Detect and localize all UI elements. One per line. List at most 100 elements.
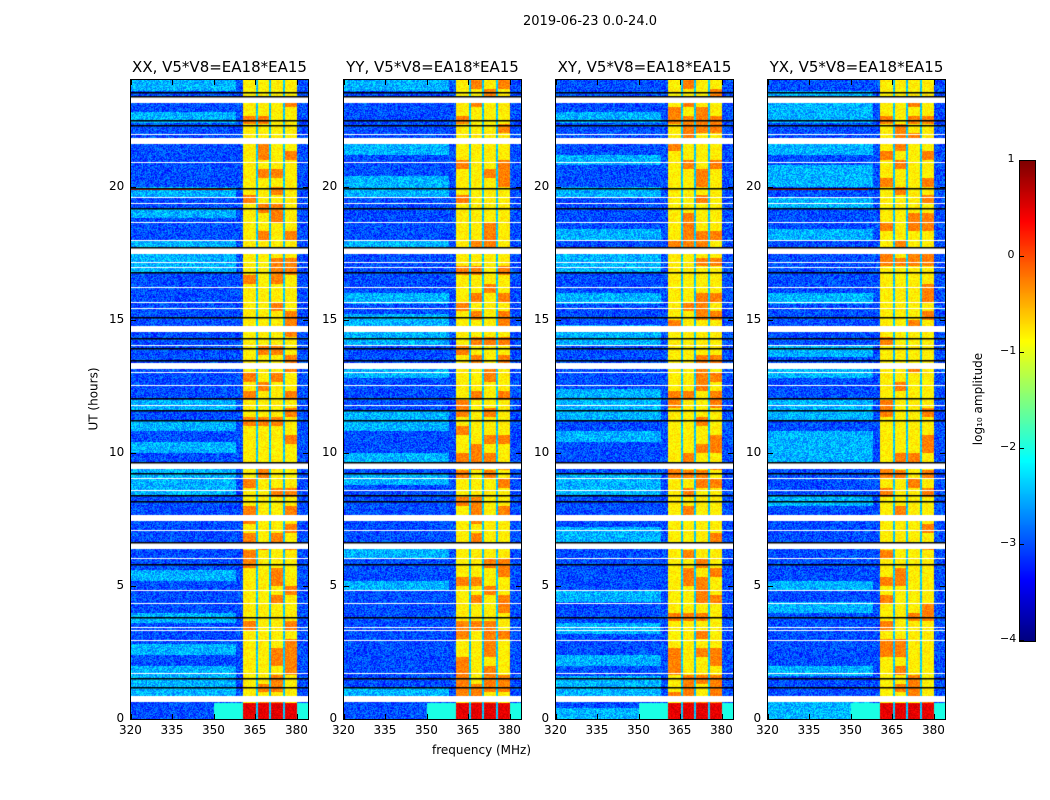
y-tick-label: 0 <box>329 711 338 725</box>
x-tick <box>933 80 935 85</box>
x-tick <box>892 714 894 719</box>
x-tick-label: 320 <box>119 723 142 737</box>
x-tick-label: 365 <box>456 723 480 737</box>
colorbar-tick-label: −3 <box>1000 536 1017 549</box>
colorbar-tick <box>1020 160 1024 161</box>
y-tick <box>344 585 349 587</box>
y-tick <box>728 186 733 188</box>
y-tick <box>131 452 136 454</box>
x-tick <box>255 80 257 85</box>
panel-title: YX, V5*V8=EA18*EA15 <box>769 58 944 76</box>
y-tick <box>556 452 561 454</box>
heatmap-panel <box>767 79 946 720</box>
x-tick <box>850 80 852 85</box>
y-tick <box>344 719 349 720</box>
x-tick <box>385 80 387 85</box>
x-tick <box>556 714 557 719</box>
x-tick-label: 335 <box>373 723 397 737</box>
y-tick-label: 15 <box>534 311 550 326</box>
colorbar-tick <box>1020 352 1024 353</box>
x-tick <box>296 714 298 719</box>
y-tick <box>303 319 308 321</box>
x-tick <box>809 80 811 85</box>
y-tick-label: 15 <box>322 311 338 326</box>
x-tick-label: 350 <box>201 723 225 737</box>
x-tick <box>468 714 470 719</box>
y-tick <box>516 719 521 720</box>
y-tick <box>728 319 733 321</box>
colorbar-label: log₁₀ amplitude <box>971 352 986 446</box>
x-tick <box>892 80 894 85</box>
y-tick <box>940 719 945 720</box>
heatmap-panel <box>555 79 734 720</box>
x-tick <box>131 80 132 85</box>
x-tick <box>344 714 345 719</box>
panel-title: XX, V5*V8=EA18*EA15 <box>132 58 307 76</box>
colorbar-tick-label: 1 <box>1007 152 1015 165</box>
x-tick-label: 380 <box>709 723 733 737</box>
x-tick <box>213 714 215 719</box>
y-tick <box>131 186 136 188</box>
colorbar-tick <box>1020 640 1024 641</box>
y-axis-label: UT (hours) <box>86 367 101 431</box>
colorbar-tick <box>1020 256 1024 257</box>
spectrogram-image <box>131 80 308 719</box>
x-tick <box>172 80 174 85</box>
y-tick <box>556 585 561 587</box>
heatmap-panel <box>343 79 522 720</box>
x-tick <box>850 714 852 719</box>
colorbar-tick <box>1020 544 1024 545</box>
x-tick-label: 320 <box>544 723 567 737</box>
y-tick-label: 20 <box>322 178 338 193</box>
x-tick <box>172 714 174 719</box>
colorbar-tick-label: −4 <box>1000 632 1017 645</box>
y-tick-label: 5 <box>329 577 338 592</box>
x-tick <box>556 80 557 85</box>
y-tick <box>303 719 308 720</box>
y-tick-label: 0 <box>116 711 125 725</box>
x-tick <box>809 714 811 719</box>
y-tick <box>556 186 561 188</box>
y-tick <box>768 319 773 321</box>
x-tick <box>296 80 298 85</box>
x-tick-label: 365 <box>668 723 692 737</box>
x-tick <box>768 714 769 719</box>
x-tick-label: 350 <box>626 723 650 737</box>
x-tick <box>213 80 215 85</box>
y-tick <box>344 186 349 188</box>
y-tick-label: 0 <box>541 711 550 725</box>
y-tick <box>131 719 136 720</box>
y-tick <box>768 719 773 720</box>
y-tick-label: 10 <box>534 444 550 459</box>
x-tick-label: 350 <box>838 723 862 737</box>
y-tick <box>516 186 521 188</box>
y-tick <box>556 719 561 720</box>
x-tick-label: 320 <box>332 723 355 737</box>
y-tick <box>131 585 136 587</box>
spectrogram-image <box>344 80 521 719</box>
x-tick <box>768 80 769 85</box>
y-tick <box>940 186 945 188</box>
x-tick-label: 335 <box>160 723 184 737</box>
x-tick-label: 365 <box>880 723 904 737</box>
y-tick <box>303 186 308 188</box>
y-tick-label: 10 <box>109 444 125 459</box>
y-tick-label: 10 <box>322 444 338 459</box>
panel-title: YY, V5*V8=EA18*EA15 <box>346 58 519 76</box>
y-tick <box>344 452 349 454</box>
y-tick-label: 20 <box>109 178 125 193</box>
colorbar-tick-label: −2 <box>1000 440 1017 453</box>
x-tick <box>509 714 511 719</box>
x-tick <box>680 714 682 719</box>
panel-title: XY, V5*V8=EA18*EA15 <box>557 58 732 76</box>
x-tick <box>597 714 599 719</box>
x-tick-label: 335 <box>797 723 821 737</box>
y-tick <box>516 319 521 321</box>
y-tick-label: 20 <box>534 178 550 193</box>
colorbar <box>1019 160 1036 642</box>
y-tick-label: 5 <box>541 577 550 592</box>
x-axis-label: frequency (MHz) <box>432 743 532 757</box>
y-tick <box>768 585 773 587</box>
x-tick <box>344 80 345 85</box>
